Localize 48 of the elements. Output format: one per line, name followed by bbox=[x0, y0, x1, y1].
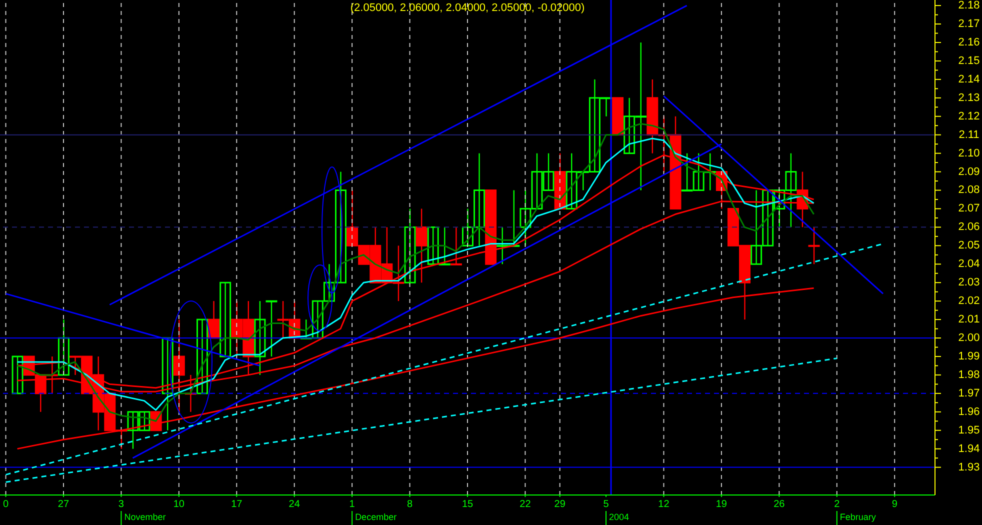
y-tick-label: 2.07 bbox=[958, 202, 980, 215]
x-tick-label: 29 bbox=[554, 499, 566, 510]
y-tick-label: 2.01 bbox=[958, 314, 980, 326]
y-tick-label: 2.06 bbox=[958, 221, 980, 234]
x-tick-label: 19 bbox=[716, 499, 728, 510]
text: November bbox=[124, 512, 166, 522]
y-tick-label: 2.00 bbox=[958, 332, 980, 344]
x-tick-label: 12 bbox=[658, 499, 670, 510]
y-tick-label: 2.11 bbox=[958, 128, 980, 141]
text: December bbox=[355, 512, 397, 522]
y-tick-label: 2.09 bbox=[958, 166, 980, 178]
x-tick-label: 10 bbox=[173, 499, 185, 510]
x-tick-label: 1 bbox=[349, 499, 356, 510]
y-tick-label: 2.16 bbox=[958, 36, 980, 48]
y-tick-label: 2.02 bbox=[958, 295, 980, 308]
y-tick-label: 2.04 bbox=[958, 258, 980, 270]
y-tick-label: 2.10 bbox=[958, 147, 980, 160]
text: 2004 bbox=[609, 512, 630, 522]
x-tick-label: 27 bbox=[58, 499, 70, 510]
y-tick-label: 1.93 bbox=[958, 461, 980, 474]
x-tick-label: 17 bbox=[231, 499, 243, 510]
y-tick-label: 2.13 bbox=[958, 92, 980, 104]
y-tick-label: 2.18 bbox=[958, 0, 980, 12]
y-tick-label: 2.12 bbox=[958, 110, 980, 122]
x-tick-label: 2 bbox=[834, 499, 840, 510]
x-tick-label: 15 bbox=[462, 499, 474, 510]
y-tick-label: 2.15 bbox=[958, 54, 980, 67]
y-tick-label: 1.96 bbox=[958, 406, 980, 418]
x-tick-label: 22 bbox=[520, 499, 532, 510]
x-tick-label: 3 bbox=[118, 499, 124, 510]
y-tick-label: 2.17 bbox=[958, 18, 980, 30]
y-tick-label: 1.97 bbox=[958, 387, 980, 400]
y-tick-label: 2.08 bbox=[958, 184, 980, 196]
y-tick-label: 1.95 bbox=[958, 424, 980, 436]
x-tick-label: 24 bbox=[288, 499, 300, 510]
y-tick-label: 2.14 bbox=[958, 73, 980, 86]
y-tick-label: 1.98 bbox=[958, 368, 980, 381]
chart-title: (2.05000, 2.06000, 2.04000, 2.05000, -0.02000) bbox=[349, 2, 586, 14]
x-tick-label: 26 bbox=[774, 499, 786, 510]
text: February bbox=[840, 512, 876, 522]
x-tick-label: 0 bbox=[2, 499, 9, 510]
x-tick-label: 8 bbox=[407, 499, 414, 510]
y-tick-label: 1.99 bbox=[958, 350, 980, 362]
y-tick-label: 1.94 bbox=[958, 442, 980, 455]
y-tick-label: 2.03 bbox=[958, 276, 980, 289]
y-tick-label: 2.05 bbox=[958, 240, 980, 252]
x-tick-label: 5 bbox=[603, 499, 610, 510]
x-tick-label: 9 bbox=[892, 499, 898, 510]
